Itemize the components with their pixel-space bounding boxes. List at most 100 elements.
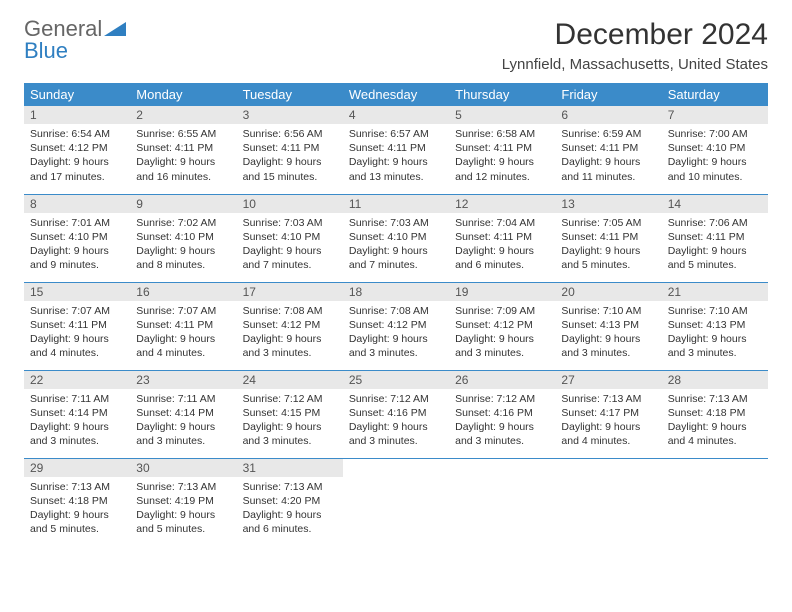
day-number: 13: [555, 195, 661, 213]
day-details: Sunrise: 7:13 AMSunset: 4:18 PMDaylight:…: [662, 389, 768, 455]
calendar-day-cell: 12Sunrise: 7:04 AMSunset: 4:11 PMDayligh…: [449, 194, 555, 282]
location-text: Lynnfield, Massachusetts, United States: [502, 56, 768, 73]
day-number: 26: [449, 371, 555, 389]
calendar-day-cell: 5Sunrise: 6:58 AMSunset: 4:11 PMDaylight…: [449, 106, 555, 194]
day-number: 15: [24, 283, 130, 301]
calendar-week-row: 22Sunrise: 7:11 AMSunset: 4:14 PMDayligh…: [24, 370, 768, 458]
calendar-day-cell: 9Sunrise: 7:02 AMSunset: 4:10 PMDaylight…: [130, 194, 236, 282]
calendar-day-cell: 3Sunrise: 6:56 AMSunset: 4:11 PMDaylight…: [237, 106, 343, 194]
day-number: 9: [130, 195, 236, 213]
calendar-day-cell: 24Sunrise: 7:12 AMSunset: 4:15 PMDayligh…: [237, 370, 343, 458]
day-details: Sunrise: 7:05 AMSunset: 4:11 PMDaylight:…: [555, 213, 661, 279]
day-details: Sunrise: 7:09 AMSunset: 4:12 PMDaylight:…: [449, 301, 555, 367]
calendar-day-cell: 1Sunrise: 6:54 AMSunset: 4:12 PMDaylight…: [24, 106, 130, 194]
weekday-header: Sunday: [24, 83, 130, 106]
day-details: Sunrise: 7:12 AMSunset: 4:16 PMDaylight:…: [449, 389, 555, 455]
calendar-day-cell: 13Sunrise: 7:05 AMSunset: 4:11 PMDayligh…: [555, 194, 661, 282]
day-number: 4: [343, 106, 449, 124]
day-details: Sunrise: 6:56 AMSunset: 4:11 PMDaylight:…: [237, 124, 343, 190]
day-details: Sunrise: 7:11 AMSunset: 4:14 PMDaylight:…: [130, 389, 236, 455]
day-number: 1: [24, 106, 130, 124]
day-details: Sunrise: 7:07 AMSunset: 4:11 PMDaylight:…: [24, 301, 130, 367]
title-block: December 2024 Lynnfield, Massachusetts, …: [502, 18, 768, 73]
calendar-day-cell: 27Sunrise: 7:13 AMSunset: 4:17 PMDayligh…: [555, 370, 661, 458]
logo-triangle-icon: [104, 22, 126, 36]
day-number: 2: [130, 106, 236, 124]
day-details: Sunrise: 7:13 AMSunset: 4:20 PMDaylight:…: [237, 477, 343, 543]
calendar-day-cell: 26Sunrise: 7:12 AMSunset: 4:16 PMDayligh…: [449, 370, 555, 458]
calendar-day-cell: 8Sunrise: 7:01 AMSunset: 4:10 PMDaylight…: [24, 194, 130, 282]
calendar-day-cell: [449, 458, 555, 546]
day-number: 10: [237, 195, 343, 213]
day-details: Sunrise: 7:02 AMSunset: 4:10 PMDaylight:…: [130, 213, 236, 279]
day-number: 19: [449, 283, 555, 301]
calendar-day-cell: [343, 458, 449, 546]
calendar-day-cell: 4Sunrise: 6:57 AMSunset: 4:11 PMDaylight…: [343, 106, 449, 194]
day-details: Sunrise: 7:13 AMSunset: 4:17 PMDaylight:…: [555, 389, 661, 455]
page-header: General Blue December 2024 Lynnfield, Ma…: [24, 18, 768, 73]
day-number: 22: [24, 371, 130, 389]
day-details: Sunrise: 7:13 AMSunset: 4:19 PMDaylight:…: [130, 477, 236, 543]
day-number: 18: [343, 283, 449, 301]
calendar-day-cell: 25Sunrise: 7:12 AMSunset: 4:16 PMDayligh…: [343, 370, 449, 458]
calendar-day-cell: 21Sunrise: 7:10 AMSunset: 4:13 PMDayligh…: [662, 282, 768, 370]
day-details: Sunrise: 7:08 AMSunset: 4:12 PMDaylight:…: [237, 301, 343, 367]
day-details: Sunrise: 6:59 AMSunset: 4:11 PMDaylight:…: [555, 124, 661, 190]
day-details: Sunrise: 7:04 AMSunset: 4:11 PMDaylight:…: [449, 213, 555, 279]
day-details: Sunrise: 7:00 AMSunset: 4:10 PMDaylight:…: [662, 124, 768, 190]
day-details: Sunrise: 7:10 AMSunset: 4:13 PMDaylight:…: [662, 301, 768, 367]
day-number: 23: [130, 371, 236, 389]
calendar-week-row: 8Sunrise: 7:01 AMSunset: 4:10 PMDaylight…: [24, 194, 768, 282]
day-number: 5: [449, 106, 555, 124]
day-details: Sunrise: 7:13 AMSunset: 4:18 PMDaylight:…: [24, 477, 130, 543]
day-details: Sunrise: 6:58 AMSunset: 4:11 PMDaylight:…: [449, 124, 555, 190]
day-details: Sunrise: 7:12 AMSunset: 4:16 PMDaylight:…: [343, 389, 449, 455]
calendar-week-row: 1Sunrise: 6:54 AMSunset: 4:12 PMDaylight…: [24, 106, 768, 194]
weekday-header-row: Sunday Monday Tuesday Wednesday Thursday…: [24, 83, 768, 106]
calendar-table: Sunday Monday Tuesday Wednesday Thursday…: [24, 83, 768, 546]
calendar-day-cell: 30Sunrise: 7:13 AMSunset: 4:19 PMDayligh…: [130, 458, 236, 546]
day-details: Sunrise: 7:01 AMSunset: 4:10 PMDaylight:…: [24, 213, 130, 279]
day-details: Sunrise: 7:10 AMSunset: 4:13 PMDaylight:…: [555, 301, 661, 367]
calendar-day-cell: 20Sunrise: 7:10 AMSunset: 4:13 PMDayligh…: [555, 282, 661, 370]
day-number: 20: [555, 283, 661, 301]
day-details: Sunrise: 7:03 AMSunset: 4:10 PMDaylight:…: [237, 213, 343, 279]
day-number: 30: [130, 459, 236, 477]
calendar-day-cell: 14Sunrise: 7:06 AMSunset: 4:11 PMDayligh…: [662, 194, 768, 282]
day-number: 6: [555, 106, 661, 124]
day-number: 14: [662, 195, 768, 213]
calendar-week-row: 29Sunrise: 7:13 AMSunset: 4:18 PMDayligh…: [24, 458, 768, 546]
day-details: Sunrise: 6:54 AMSunset: 4:12 PMDaylight:…: [24, 124, 130, 190]
calendar-week-row: 15Sunrise: 7:07 AMSunset: 4:11 PMDayligh…: [24, 282, 768, 370]
logo-text-blue: Blue: [24, 38, 68, 63]
weekday-header: Monday: [130, 83, 236, 106]
day-number: 28: [662, 371, 768, 389]
day-number: 16: [130, 283, 236, 301]
weekday-header: Friday: [555, 83, 661, 106]
day-number: 21: [662, 283, 768, 301]
day-number: 3: [237, 106, 343, 124]
day-number: 27: [555, 371, 661, 389]
day-number: 11: [343, 195, 449, 213]
day-number: 12: [449, 195, 555, 213]
calendar-day-cell: 7Sunrise: 7:00 AMSunset: 4:10 PMDaylight…: [662, 106, 768, 194]
day-number: 7: [662, 106, 768, 124]
calendar-day-cell: 17Sunrise: 7:08 AMSunset: 4:12 PMDayligh…: [237, 282, 343, 370]
calendar-day-cell: 22Sunrise: 7:11 AMSunset: 4:14 PMDayligh…: [24, 370, 130, 458]
weekday-header: Saturday: [662, 83, 768, 106]
calendar-day-cell: [555, 458, 661, 546]
calendar-day-cell: [662, 458, 768, 546]
weekday-header: Thursday: [449, 83, 555, 106]
calendar-day-cell: 11Sunrise: 7:03 AMSunset: 4:10 PMDayligh…: [343, 194, 449, 282]
day-number: 31: [237, 459, 343, 477]
day-details: Sunrise: 7:03 AMSunset: 4:10 PMDaylight:…: [343, 213, 449, 279]
month-title: December 2024: [502, 18, 768, 52]
day-details: Sunrise: 6:57 AMSunset: 4:11 PMDaylight:…: [343, 124, 449, 190]
calendar-day-cell: 23Sunrise: 7:11 AMSunset: 4:14 PMDayligh…: [130, 370, 236, 458]
calendar-day-cell: 10Sunrise: 7:03 AMSunset: 4:10 PMDayligh…: [237, 194, 343, 282]
day-details: Sunrise: 7:08 AMSunset: 4:12 PMDaylight:…: [343, 301, 449, 367]
logo: General Blue: [24, 18, 126, 62]
calendar-day-cell: 31Sunrise: 7:13 AMSunset: 4:20 PMDayligh…: [237, 458, 343, 546]
weekday-header: Tuesday: [237, 83, 343, 106]
calendar-day-cell: 28Sunrise: 7:13 AMSunset: 4:18 PMDayligh…: [662, 370, 768, 458]
